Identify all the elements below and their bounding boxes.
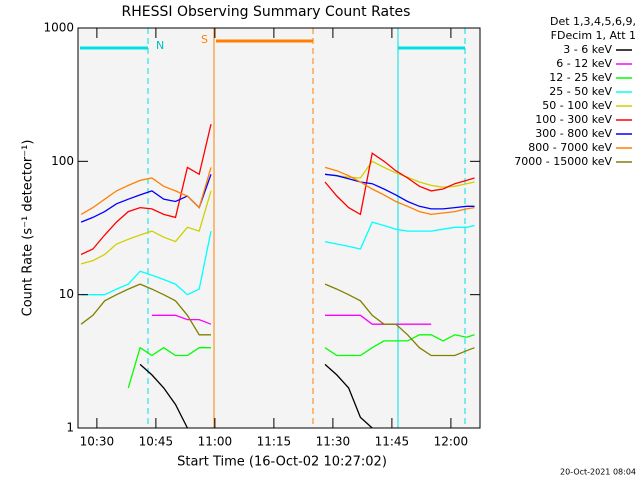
axes-frame (77, 27, 481, 429)
y-tick-label: 1 (66, 421, 74, 435)
annotation: N (156, 39, 164, 52)
plot-area (78, 28, 480, 428)
legend-label: 7000 - 15000 keV (514, 155, 612, 168)
x-tick-label: 11:15 (257, 435, 292, 449)
series-line (139, 363, 373, 429)
legend-label: 800 - 7000 keV (528, 141, 612, 154)
x-tick-label: 10:30 (80, 435, 115, 449)
legend-header: FDecim 1, Att 1 (551, 29, 636, 42)
series-line (80, 124, 475, 256)
legend-label: 6 - 12 keV (556, 57, 612, 70)
series-line (80, 283, 475, 357)
y-axis-label: Count Rate (s⁻¹ detector⁻¹) (21, 140, 36, 317)
series-line (151, 314, 432, 325)
x-tick-label: 11:00 (198, 435, 233, 449)
series-line (81, 221, 475, 296)
x-axis-label: Start Time (16-Oct-02 10:27:02) (177, 455, 387, 470)
x-tick-label: 11:30 (316, 435, 351, 449)
series-line (80, 166, 475, 216)
x-tick-label: 11:45 (375, 435, 410, 449)
footer: 20-Oct-2021 08:04 (560, 468, 636, 477)
legend-label: 25 - 50 keV (549, 85, 612, 98)
legend-label: 50 - 100 keV (542, 99, 612, 112)
legend-label: 12 - 25 keV (549, 71, 612, 84)
annotation: S (201, 33, 208, 46)
y-tick-label: 100 (51, 154, 74, 168)
legend-label: 300 - 800 keV (535, 127, 612, 140)
legend-label: 3 - 6 keV (563, 43, 612, 56)
chart-title: RHESSI Observing Summary Count Rates (122, 4, 411, 20)
legend-label: 100 - 300 keV (535, 113, 612, 126)
legend-header: Det 1,3,4,5,6,9, (550, 15, 636, 28)
series-line (127, 334, 475, 389)
x-tick-label: 12:00 (434, 435, 469, 449)
x-tick-label: 10:45 (139, 435, 174, 449)
y-tick-label: 1000 (43, 21, 74, 35)
y-tick-label: 10 (59, 287, 74, 301)
